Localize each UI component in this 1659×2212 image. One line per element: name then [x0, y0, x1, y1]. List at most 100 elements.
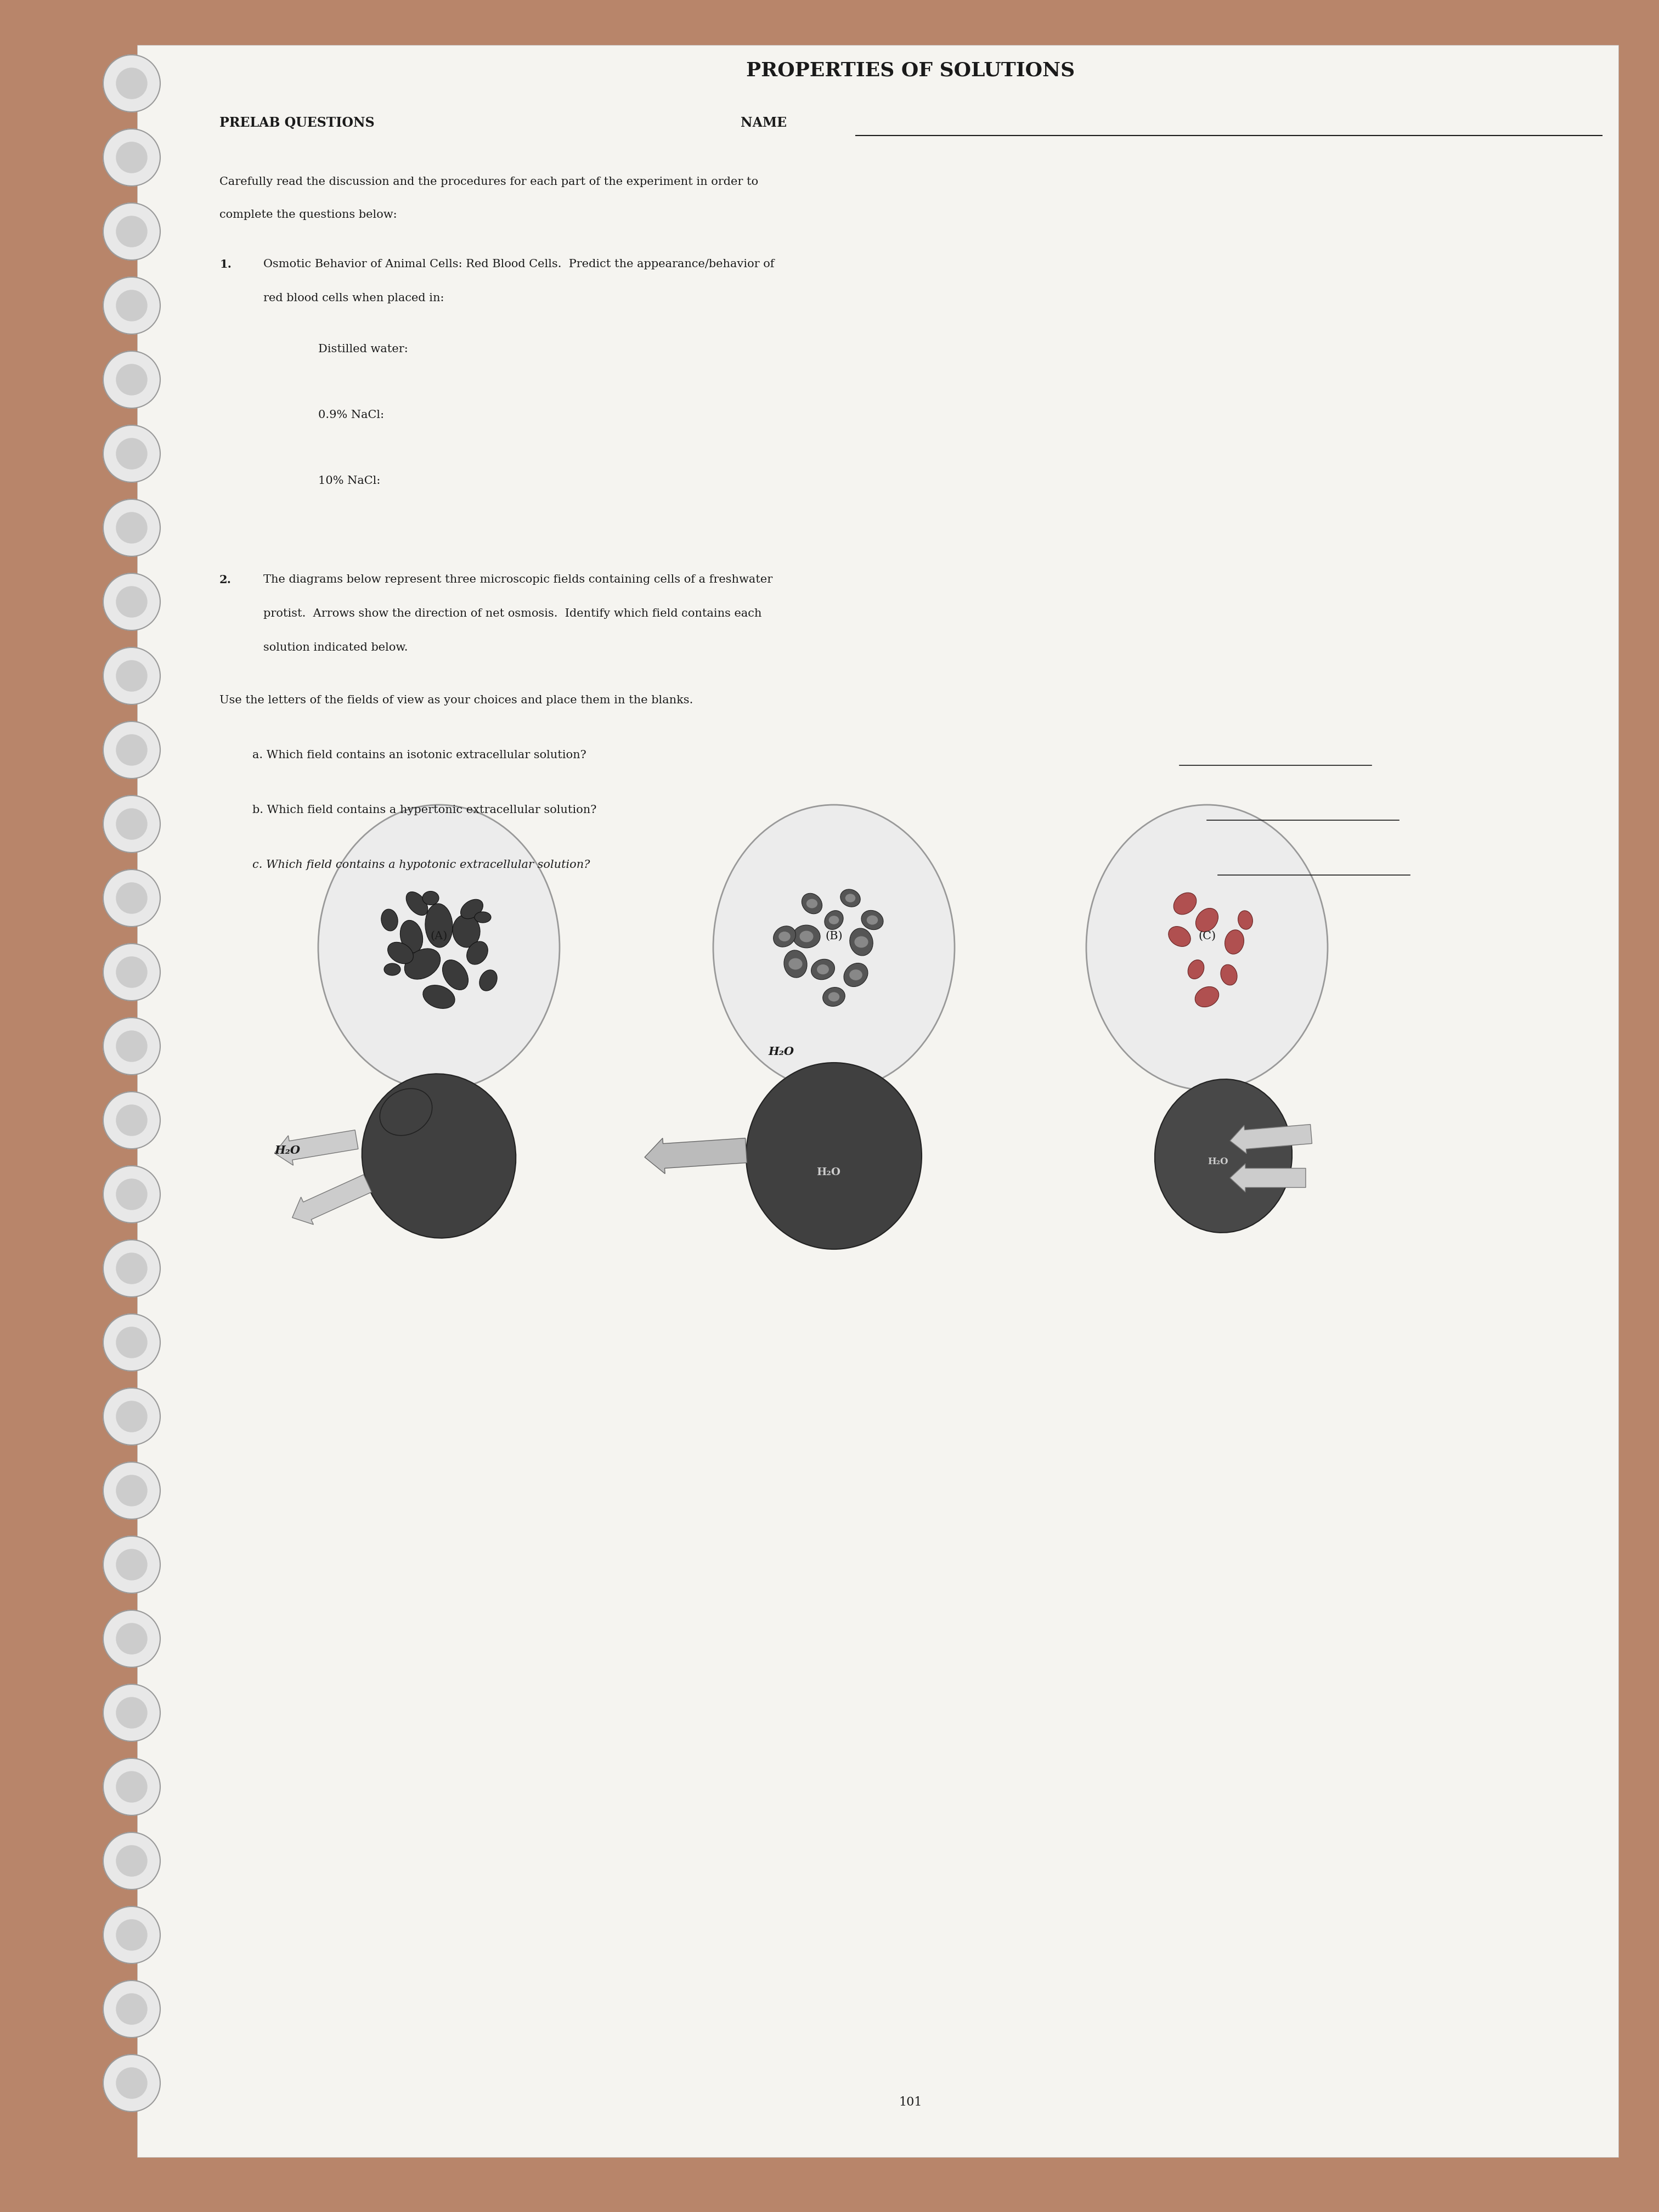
Ellipse shape: [1173, 894, 1196, 914]
Text: H₂O: H₂O: [768, 1046, 795, 1057]
Ellipse shape: [816, 964, 830, 975]
Ellipse shape: [1238, 911, 1253, 929]
Circle shape: [116, 734, 148, 765]
Ellipse shape: [823, 987, 844, 1006]
Ellipse shape: [453, 914, 479, 947]
Ellipse shape: [811, 960, 834, 980]
Circle shape: [116, 365, 148, 396]
Circle shape: [103, 1832, 161, 1889]
Circle shape: [116, 1920, 148, 1951]
Circle shape: [116, 661, 148, 692]
Text: b. Which field contains a hypertonic extracellular solution?: b. Which field contains a hypertonic ext…: [252, 805, 597, 816]
Circle shape: [116, 1179, 148, 1210]
Circle shape: [116, 142, 148, 173]
Circle shape: [116, 1548, 148, 1579]
Circle shape: [116, 883, 148, 914]
Ellipse shape: [788, 958, 803, 969]
Circle shape: [116, 290, 148, 321]
Text: a. Which field contains an isotonic extracellular solution?: a. Which field contains an isotonic extr…: [252, 750, 586, 761]
Circle shape: [116, 1400, 148, 1431]
Text: 10% NaCl:: 10% NaCl:: [319, 476, 380, 487]
Circle shape: [116, 1845, 148, 1876]
FancyArrow shape: [274, 1130, 358, 1166]
Ellipse shape: [866, 916, 878, 925]
Ellipse shape: [861, 911, 883, 929]
Ellipse shape: [362, 1073, 516, 1239]
Ellipse shape: [828, 993, 839, 1002]
FancyArrow shape: [1229, 1164, 1306, 1192]
Ellipse shape: [423, 891, 440, 905]
Ellipse shape: [1155, 1079, 1292, 1232]
Text: Use the letters of the fields of view as your choices and place them in the blan: Use the letters of the fields of view as…: [219, 695, 693, 706]
Ellipse shape: [1087, 805, 1327, 1091]
Ellipse shape: [380, 1088, 431, 1135]
Ellipse shape: [849, 969, 863, 980]
Ellipse shape: [443, 960, 468, 991]
Text: 101: 101: [899, 2097, 922, 2108]
Text: Distilled water:: Distilled water:: [319, 345, 408, 354]
Circle shape: [116, 1252, 148, 1283]
Text: (B): (B): [825, 931, 843, 942]
Circle shape: [103, 1759, 161, 1816]
Ellipse shape: [400, 920, 423, 953]
Circle shape: [116, 2068, 148, 2099]
Text: The diagrams below represent three microscopic fields containing cells of a fres: The diagrams below represent three micro…: [264, 575, 773, 584]
Circle shape: [103, 1683, 161, 1741]
Circle shape: [116, 1031, 148, 1062]
Text: PRELAB QUESTIONS: PRELAB QUESTIONS: [219, 117, 375, 131]
Circle shape: [116, 1106, 148, 1135]
Circle shape: [116, 217, 148, 248]
Ellipse shape: [801, 894, 823, 914]
Ellipse shape: [778, 931, 790, 942]
FancyArrow shape: [645, 1139, 747, 1175]
Circle shape: [103, 1535, 161, 1593]
Ellipse shape: [785, 951, 806, 978]
Text: (A): (A): [430, 931, 448, 942]
Ellipse shape: [849, 929, 873, 956]
Text: solution indicated below.: solution indicated below.: [264, 641, 408, 653]
Ellipse shape: [830, 916, 839, 925]
FancyArrow shape: [1229, 1124, 1312, 1155]
Text: NAME: NAME: [740, 117, 786, 131]
Circle shape: [116, 513, 148, 544]
Circle shape: [116, 1624, 148, 1655]
FancyBboxPatch shape: [138, 44, 1619, 2157]
Ellipse shape: [1194, 987, 1219, 1006]
Text: PROPERTIES OF SOLUTIONS: PROPERTIES OF SOLUTIONS: [747, 62, 1075, 80]
Circle shape: [103, 1018, 161, 1075]
Circle shape: [103, 648, 161, 703]
Circle shape: [103, 204, 161, 261]
Ellipse shape: [844, 962, 868, 987]
Circle shape: [103, 573, 161, 630]
Circle shape: [103, 1980, 161, 2037]
Circle shape: [103, 869, 161, 927]
Text: 1.: 1.: [219, 259, 232, 270]
Text: (C): (C): [1198, 931, 1216, 942]
Ellipse shape: [479, 969, 498, 991]
Text: H₂O: H₂O: [274, 1146, 300, 1157]
Ellipse shape: [793, 925, 820, 949]
Ellipse shape: [1224, 929, 1244, 953]
Ellipse shape: [773, 927, 796, 947]
Circle shape: [116, 586, 148, 617]
Ellipse shape: [800, 931, 813, 942]
Ellipse shape: [382, 909, 398, 931]
Circle shape: [116, 1772, 148, 1803]
FancyArrow shape: [292, 1175, 372, 1225]
Circle shape: [103, 500, 161, 555]
Circle shape: [103, 1093, 161, 1148]
Ellipse shape: [383, 964, 400, 975]
Circle shape: [103, 1241, 161, 1296]
Circle shape: [116, 1475, 148, 1506]
Circle shape: [116, 1327, 148, 1358]
Ellipse shape: [713, 805, 954, 1091]
Text: complete the questions below:: complete the questions below:: [219, 210, 397, 219]
Circle shape: [116, 1993, 148, 2024]
Circle shape: [116, 69, 148, 100]
Text: protist.  Arrows show the direction of net osmosis.  Identify which field contai: protist. Arrows show the direction of ne…: [264, 608, 761, 619]
Circle shape: [103, 276, 161, 334]
Text: Carefully read the discussion and the procedures for each part of the experiment: Carefully read the discussion and the pr…: [219, 177, 758, 188]
Ellipse shape: [844, 894, 856, 902]
Circle shape: [103, 2055, 161, 2112]
Circle shape: [103, 1907, 161, 1964]
